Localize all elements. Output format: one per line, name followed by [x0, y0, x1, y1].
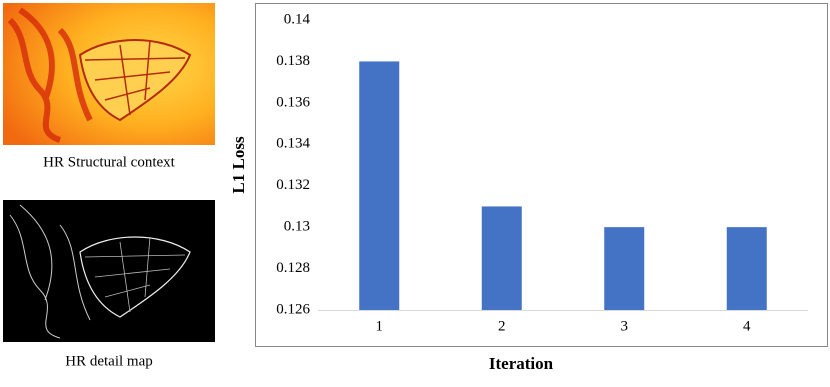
bar: [359, 61, 400, 310]
structural-image: [3, 3, 215, 145]
x-tick-label: 3: [621, 318, 629, 334]
image-caption: HR detail map: [65, 353, 152, 369]
y-axis-title: L1 Loss: [229, 136, 248, 194]
y-tick-label: 0.136: [276, 94, 310, 110]
y-tick-label: 0.13: [284, 219, 310, 235]
bar: [481, 206, 522, 310]
y-tick-label: 0.14: [284, 11, 311, 27]
x-tick-label: 1: [376, 318, 384, 334]
y-tick-label: 0.132: [276, 177, 310, 193]
y-tick-label: 0.126: [276, 301, 310, 317]
x-tick-label: 4: [743, 318, 751, 334]
y-tick-label: 0.134: [276, 136, 310, 152]
bar: [726, 227, 767, 310]
y-tick-label: 0.138: [276, 53, 310, 69]
x-tick-label: 2: [498, 318, 506, 334]
image-caption: HR Structural context: [43, 154, 175, 170]
y-tick-label: 0.128: [276, 260, 310, 276]
bar: [604, 227, 645, 310]
x-axis-title: Iteration: [489, 354, 554, 373]
plot: 0.126 0.128 0.13 0.132 0.134 0.136 0.138 0.14 1 2…: [276, 11, 808, 334]
detail-image: [3, 200, 215, 342]
